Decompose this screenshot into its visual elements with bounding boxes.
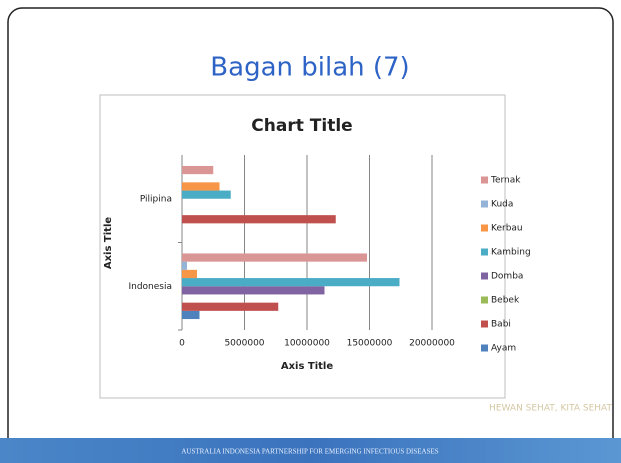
legend-label: Domba	[491, 272, 523, 282]
y-axis-title: Axis Title	[103, 217, 114, 270]
legend-label: Kambing	[491, 248, 531, 258]
legend-label: Ternak	[490, 176, 521, 186]
bar	[182, 278, 400, 287]
chart-title: Chart Title	[251, 116, 352, 136]
bar	[182, 190, 231, 199]
bar	[182, 310, 200, 320]
legend-label: Bebek	[491, 296, 520, 306]
legend-swatch	[481, 200, 488, 208]
bar	[182, 286, 325, 295]
bar	[182, 269, 197, 279]
x-tick-label: 5000000	[224, 339, 264, 349]
legend-label: Kerbau	[491, 224, 523, 234]
bar	[182, 302, 279, 311]
bar	[182, 261, 187, 270]
x-tick-label: 0	[179, 339, 185, 349]
legend-swatch	[481, 272, 488, 280]
slide-title: Bagan bilah (7)	[210, 53, 409, 83]
watermark: HEWAN SEHAT, KITA SEHAT	[489, 404, 612, 414]
legend-label: Ayam	[491, 344, 516, 354]
legend-swatch	[481, 224, 488, 232]
x-axis-title: Axis Title	[281, 361, 334, 372]
footer-text: AUSTRALIA INDONESIA PARTNERSHIP FOR EMER…	[181, 448, 438, 456]
x-tick-label: 15000000	[347, 339, 393, 349]
chart-frame	[99, 94, 506, 399]
legend-swatch	[481, 176, 488, 184]
x-tick-label: 20000000	[409, 339, 455, 349]
legend-swatch	[481, 248, 488, 256]
legend-swatch	[481, 320, 488, 328]
bar	[182, 253, 367, 262]
footer-bar	[0, 438, 621, 463]
x-tick-label: 10000000	[284, 339, 330, 349]
y-tick-label: Pilipina	[140, 194, 172, 204]
bar	[182, 182, 220, 191]
legend-swatch	[481, 296, 488, 304]
bar	[182, 215, 336, 224]
legend-label: Babi	[491, 320, 511, 330]
legend-swatch	[481, 344, 488, 352]
bar	[182, 165, 214, 175]
legend-label: Kuda	[491, 200, 513, 210]
y-tick-label: Indonesia	[128, 282, 172, 292]
